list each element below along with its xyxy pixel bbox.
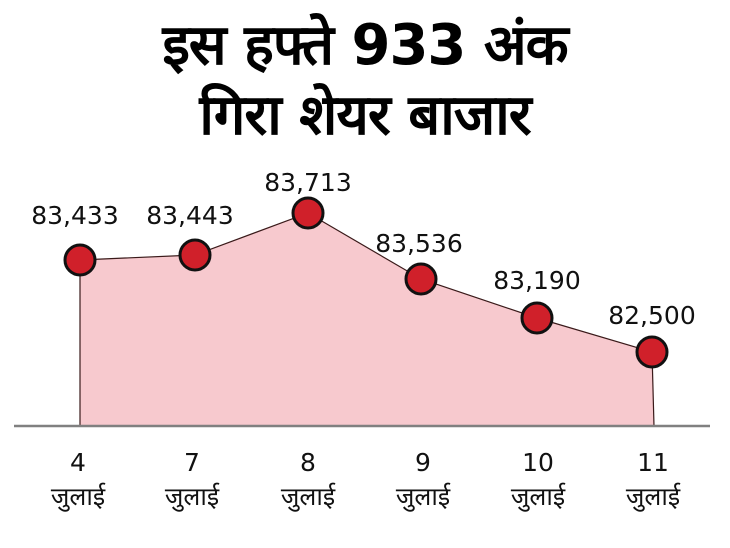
data-label: 83,536: [375, 229, 462, 258]
x-tick-day: 10: [522, 448, 554, 477]
data-point: [63, 243, 97, 277]
data-label: 83,713: [264, 168, 351, 197]
data-label: 82,500: [608, 301, 695, 330]
x-tick-label: 4 जुलाई: [23, 446, 133, 514]
data-point: [178, 238, 212, 272]
x-tick-label: 11 जुलाई: [598, 446, 708, 514]
data-label: 83,190: [493, 266, 580, 295]
x-tick-month: जुलाई: [510, 482, 566, 511]
data-label: 83,433: [31, 201, 118, 230]
data-label: 83,443: [146, 201, 233, 230]
data-markers: [63, 196, 669, 369]
x-tick-label: 7 जुलाई: [137, 446, 247, 514]
x-tick-month: जुलाई: [50, 482, 106, 511]
x-tick-month: जुलाई: [164, 482, 220, 511]
x-tick-month: जुलाई: [395, 482, 451, 511]
x-tick-day: 7: [184, 448, 200, 477]
chart-title-line-1: इस हफ्ते 933 अंक: [162, 13, 568, 78]
data-point: [520, 301, 554, 335]
x-tick-day: 8: [300, 448, 316, 477]
data-labels: 83,433 83,443 83,713 83,536 83,190 82,50…: [31, 168, 695, 330]
x-tick-day: 11: [637, 448, 669, 477]
data-point: [291, 196, 325, 230]
x-tick-month: जुलाई: [280, 482, 336, 511]
x-tick-label: 8 जुलाई: [253, 446, 363, 514]
x-tick-day: 9: [415, 448, 431, 477]
x-tick-month: जुलाई: [625, 482, 681, 511]
x-tick-label: 9 जुलाई: [368, 446, 478, 514]
area-fill: [79, 212, 655, 427]
chart-title-line-2: गिरा शेयर बाजार: [199, 83, 531, 148]
x-tick-label: 10 जुलाई: [483, 446, 593, 514]
x-tick-day: 4: [70, 448, 86, 477]
data-point: [404, 262, 438, 296]
data-point: [635, 335, 669, 369]
